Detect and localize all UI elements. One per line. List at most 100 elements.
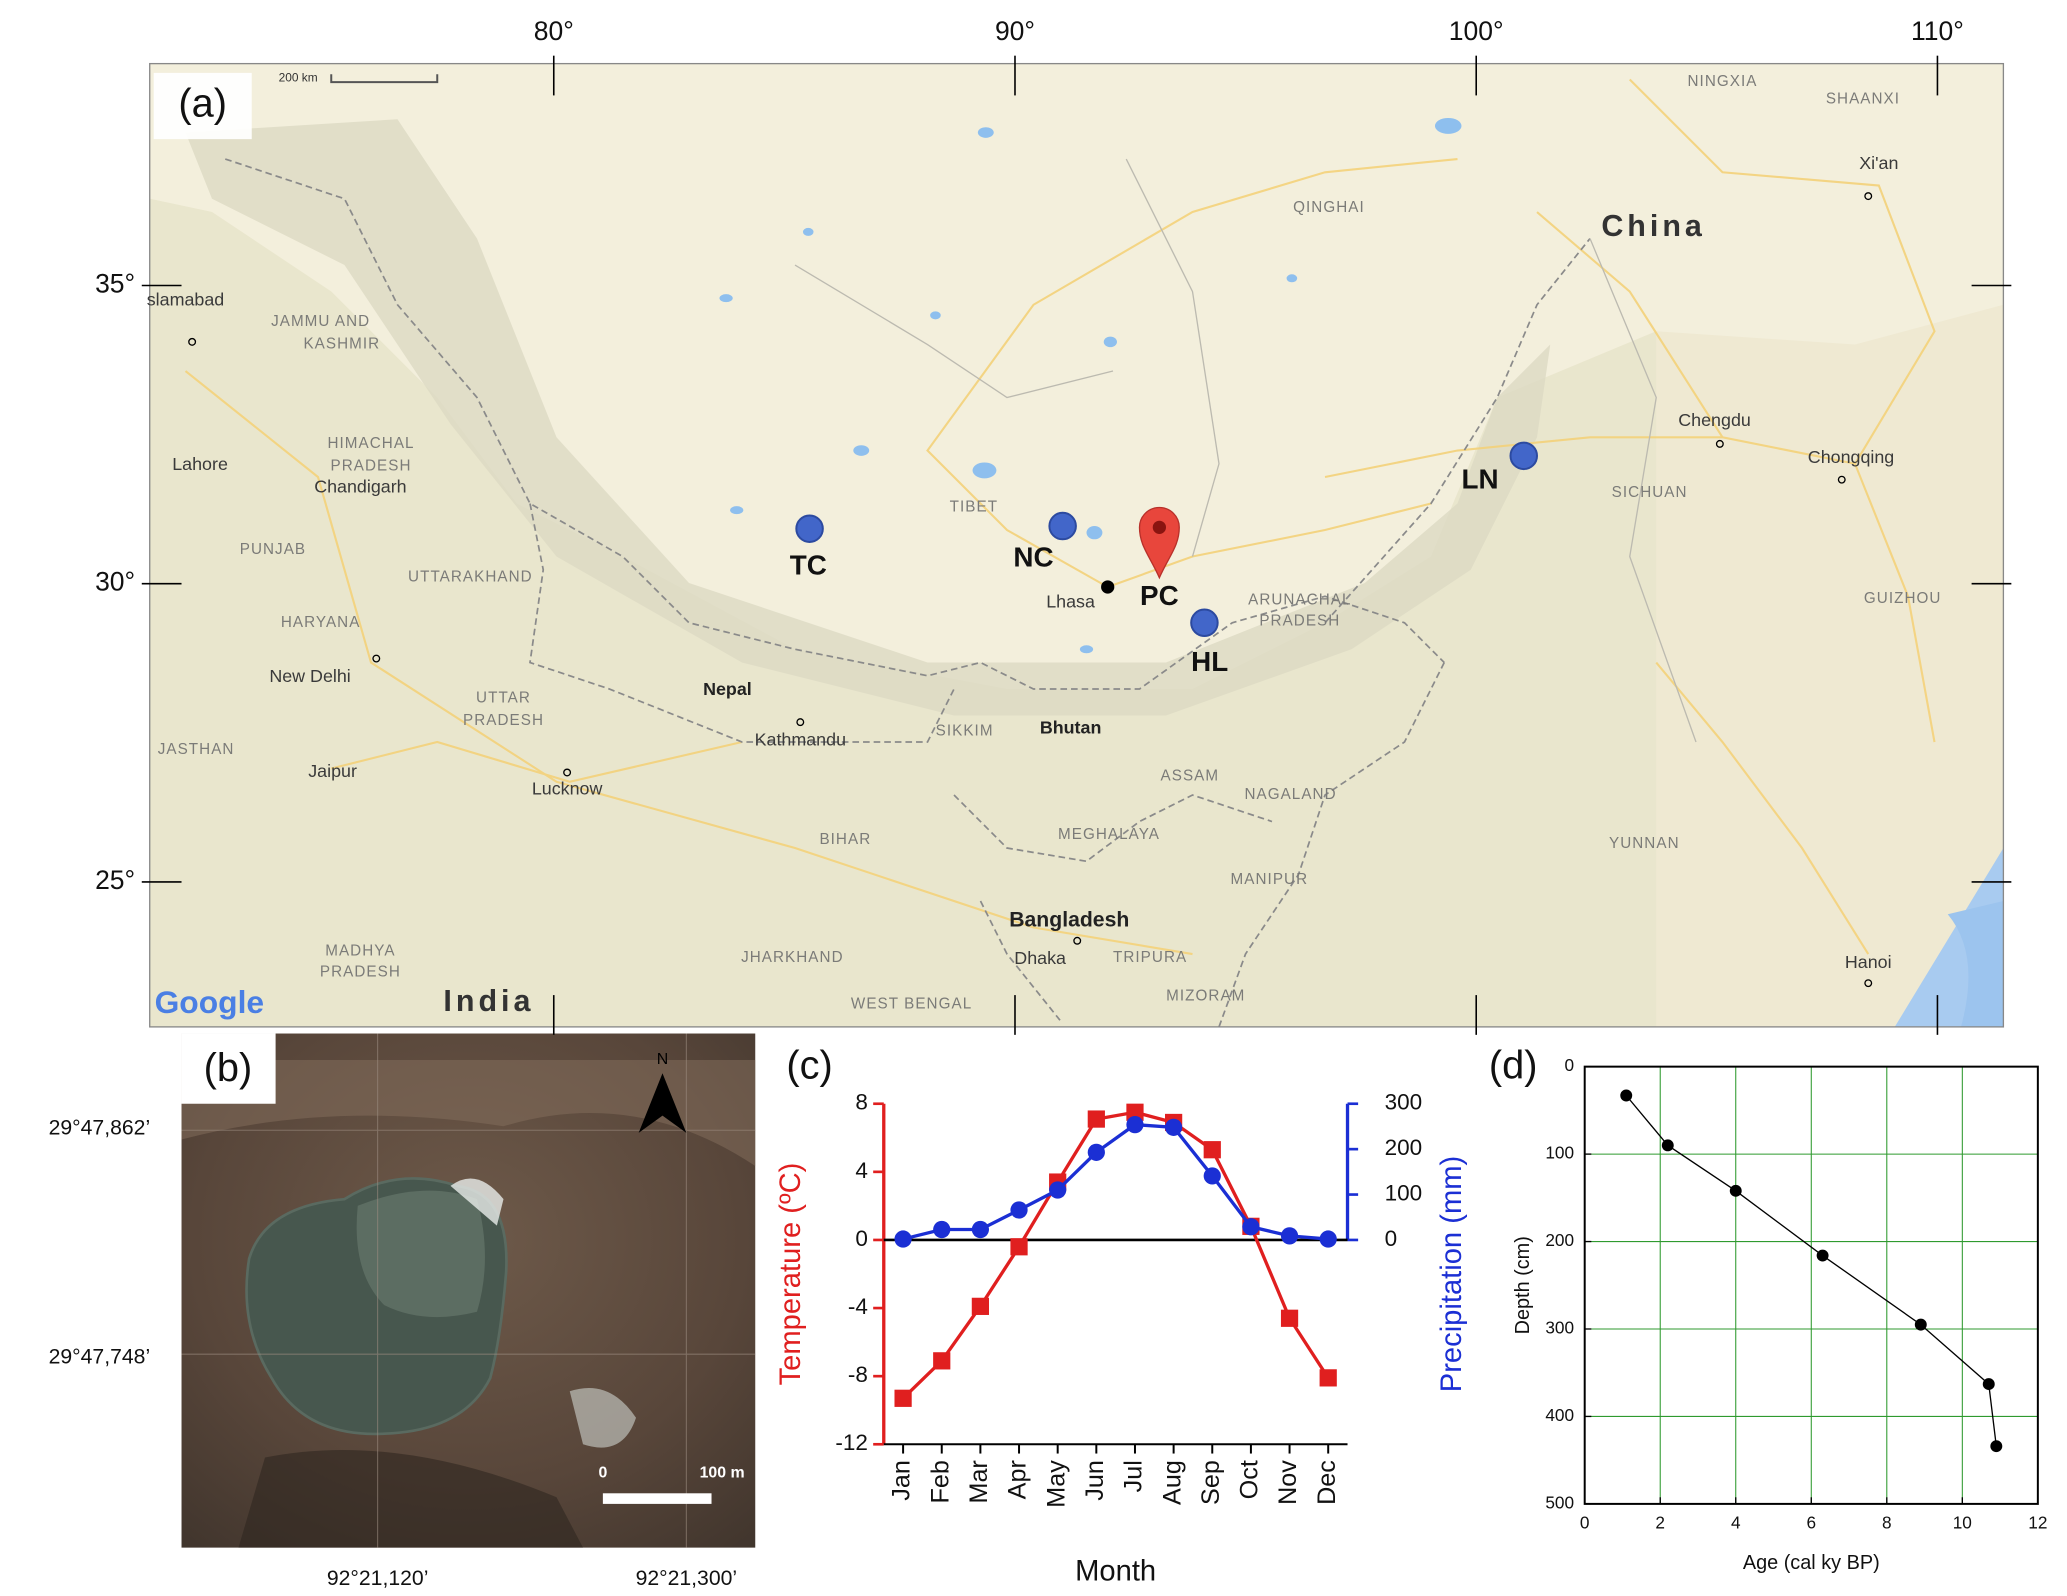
y-tick-label: 4	[855, 1158, 868, 1183]
x-tick-label: Apr	[1004, 1460, 1032, 1499]
marker	[1165, 1118, 1183, 1136]
place-label: Xi'an	[1859, 153, 1898, 173]
site-label: PC	[1140, 580, 1179, 611]
y-tick-label: 400	[1545, 1405, 1574, 1425]
place-label: SIKKIM	[936, 722, 994, 739]
y-tick-label: -4	[848, 1294, 868, 1319]
point	[1816, 1249, 1829, 1262]
place-label: HIMACHAL	[327, 435, 414, 452]
marker	[894, 1389, 912, 1407]
place-label: Chongqing	[1808, 447, 1894, 467]
y2-tick-label: 300	[1385, 1090, 1423, 1115]
x-tick-label: Mar	[965, 1460, 993, 1503]
y2-axis-label: Precipitation (mm)	[1436, 1156, 1468, 1392]
point	[1982, 1378, 1995, 1391]
place-label: GUIZHOU	[1864, 590, 1942, 607]
x-tick-label: Jul	[1120, 1460, 1148, 1492]
place-label: Lucknow	[532, 778, 603, 798]
panel-label: (a)	[178, 82, 227, 126]
place-label: TRIPURA	[1113, 949, 1187, 966]
point	[1620, 1089, 1633, 1102]
series-line	[901, 1110, 1330, 1400]
place-label: PUNJAB	[240, 541, 306, 558]
x-tick-label: Jan	[888, 1460, 916, 1501]
north-label: N	[657, 1051, 668, 1068]
place-label: China	[1601, 209, 1706, 243]
x-tick-label: 12	[2028, 1512, 2047, 1532]
place-label: ASSAM	[1161, 767, 1220, 784]
point	[1990, 1440, 2003, 1453]
site-label: TC	[790, 549, 827, 580]
place-label: JHARKHAND	[741, 949, 844, 966]
y-tick-label: 8	[855, 1090, 868, 1115]
place-label: India	[443, 984, 534, 1018]
place-label: NINGXIA	[1688, 73, 1758, 90]
marker	[933, 1352, 951, 1370]
place-label: KASHMIR	[303, 336, 380, 353]
place-label: Bangladesh	[1009, 908, 1129, 931]
x-tick-label: Aug	[1158, 1460, 1186, 1505]
place-label: MEGHALAYA	[1058, 826, 1160, 843]
marker	[1319, 1230, 1337, 1248]
x-tick-label: Sep	[1197, 1460, 1225, 1505]
x-tick-label: 10	[1953, 1512, 1972, 1532]
x-tick-label: Dec	[1313, 1460, 1341, 1505]
place-label: Nepal	[703, 679, 752, 699]
series-line	[902, 1122, 1329, 1241]
place-label: JAMMU AND	[271, 313, 370, 330]
marker	[1126, 1103, 1144, 1121]
place-label: SHAANXI	[1826, 90, 1900, 107]
y-axis-label: Temperature (ºC)	[775, 1163, 807, 1386]
marker	[894, 1230, 912, 1248]
x-tick-label: May	[1042, 1460, 1070, 1508]
marker	[1087, 1143, 1105, 1161]
place-label: Kathmandu	[755, 729, 846, 749]
place-label: TIBET	[950, 499, 998, 516]
lat-label: 29°47,862’	[49, 1117, 151, 1140]
lat-label: 30°	[95, 567, 135, 597]
x-tick-label: Nov	[1274, 1460, 1302, 1505]
point	[1661, 1139, 1674, 1152]
lon-label: 90°	[995, 16, 1035, 46]
place-label: UTTAR	[476, 689, 531, 706]
attribution: Google	[155, 984, 265, 1020]
x-tick-label: 0	[1580, 1512, 1590, 1532]
y-tick-label: 500	[1545, 1492, 1574, 1512]
lon-label: 80°	[534, 16, 574, 46]
y2-tick-label: 200	[1385, 1135, 1423, 1160]
x-tick-label: 2	[1655, 1512, 1665, 1532]
x-tick-label: Jun	[1081, 1460, 1109, 1501]
site-label: LN	[1461, 463, 1498, 494]
lat-label: 29°47,748’	[49, 1346, 151, 1369]
marker	[1049, 1181, 1067, 1199]
place-label: Dhaka	[1014, 948, 1066, 968]
place-label: UTTARAKHAND	[408, 569, 533, 586]
place-label: MADHYA	[325, 942, 395, 959]
x-tick-label: 6	[1806, 1512, 1816, 1532]
lon-label: 110°	[1911, 16, 1964, 46]
place-label: Lhasa	[1046, 592, 1095, 612]
marker	[1126, 1116, 1144, 1134]
x-tick-label: Feb	[926, 1460, 954, 1503]
site-markers	[795, 441, 1538, 638]
satellite-image	[181, 1033, 756, 1548]
lon-label: 92°21,300’	[636, 1567, 738, 1590]
scale-label: 200 km	[279, 70, 318, 84]
place-label: Lahore	[172, 454, 228, 474]
scale-label: 100 m	[700, 1465, 745, 1482]
marker	[1280, 1309, 1299, 1327]
marker	[1280, 1227, 1299, 1245]
place-label: JASTHAN	[158, 741, 235, 758]
panel-label: (b)	[204, 1046, 253, 1090]
place-label: NAGALAND	[1244, 786, 1336, 803]
marker	[1242, 1218, 1260, 1236]
place-label: Chengdu	[1678, 410, 1751, 430]
lat-label: 25°	[95, 865, 135, 895]
place-label: MIZORAM	[1166, 987, 1245, 1004]
x-axis-label: Month	[1075, 1555, 1156, 1587]
place-label: ARUNACHAL	[1248, 591, 1351, 608]
panel-label: (c)	[786, 1043, 832, 1087]
lat-label: 35°	[95, 269, 135, 299]
marker	[1010, 1201, 1028, 1219]
